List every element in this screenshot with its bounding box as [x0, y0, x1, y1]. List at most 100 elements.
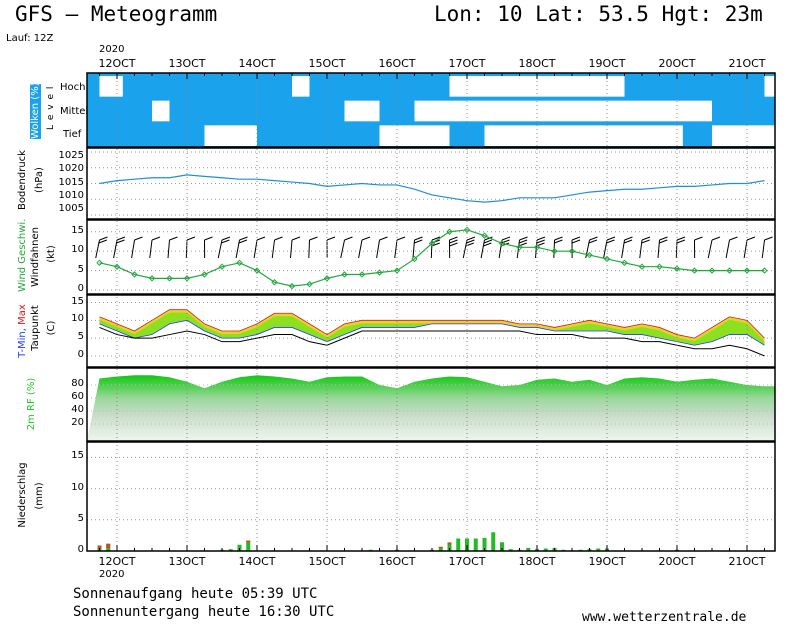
- precip-bar: [438, 547, 443, 551]
- tmin-line: [99, 319, 765, 346]
- source-credit: www.wetterzentrale.de: [582, 610, 747, 625]
- wind-barb-flag: [518, 239, 528, 244]
- top-date-label: 17OCT: [448, 57, 486, 70]
- precip-tick: 0: [77, 544, 84, 555]
- wind-speed-point: [201, 271, 208, 278]
- wind-barb-flag: [466, 236, 476, 241]
- precip-shower-bar: [97, 545, 102, 549]
- precip-bar: [482, 537, 487, 551]
- wind-barb-label: Windfahnen: [30, 227, 41, 287]
- wind-speed-point: [586, 251, 593, 259]
- top-date-label: 20OCT: [658, 57, 696, 70]
- tmin-label: T-Min,: [17, 328, 28, 358]
- wind-barb-flag: [483, 239, 493, 244]
- cloud-gap: [152, 100, 170, 122]
- bottom-date-label: 17OCT: [448, 555, 486, 568]
- wind-barb-flag: [571, 239, 581, 244]
- wind-barb-flag: [659, 239, 668, 244]
- wind-barb-flag: [484, 236, 493, 241]
- bottom-date-label: 18OCT: [518, 555, 556, 568]
- precip-bar: [447, 542, 452, 551]
- precip-bar: [237, 544, 242, 551]
- wind-barb-flag: [746, 236, 756, 241]
- wind-barb-flag: [151, 236, 161, 241]
- wind-barb-flag: [641, 239, 650, 244]
- wind-barb-flag: [431, 236, 441, 241]
- cloud-level-high: Hoch: [60, 82, 86, 93]
- wind-barb-flag: [466, 239, 475, 244]
- wind-barb-flag: [98, 239, 108, 244]
- precip-tick: 15: [71, 450, 84, 462]
- wind-barb-flag: [659, 236, 668, 241]
- precip-shower-bar: [246, 540, 251, 543]
- wind-speed-point: [726, 267, 733, 274]
- wind-barb: [149, 239, 153, 259]
- wind-speed-point: [708, 267, 716, 274]
- temp-grid: [87, 302, 775, 357]
- wind-barb: [340, 239, 345, 259]
- wind-barb-flag: [291, 236, 301, 241]
- wind-barb-flag: [256, 236, 266, 241]
- wind-barb-flag: [554, 239, 563, 244]
- wind-speed-point: [113, 263, 121, 270]
- wind-barb-flag: [414, 236, 423, 241]
- wind-speed-point: [393, 267, 401, 274]
- precip-shower-bar: [106, 543, 111, 549]
- cloud-gap: [204, 125, 257, 146]
- wind-barb: [376, 239, 380, 259]
- pressure-unit: (hPa): [34, 167, 45, 193]
- wind-barb-flag: [711, 236, 721, 241]
- wind-barb-flag: [186, 236, 196, 241]
- top-date-label: 16OCT: [378, 57, 416, 70]
- precip-shower-bar: [447, 542, 452, 545]
- wind-speed-point: [568, 247, 576, 255]
- wind-barb: [743, 239, 748, 259]
- cloud-gap: [712, 125, 775, 146]
- run-label: Lauf: 12Z: [6, 33, 54, 44]
- clouds-level-label: L e v e l: [46, 85, 56, 130]
- dewpoint-line: [99, 326, 765, 357]
- precip-bar: [596, 548, 601, 551]
- wind-speed-point: [96, 259, 103, 267]
- wind-barb: [131, 239, 135, 259]
- tmax-line: [99, 309, 765, 339]
- wind-barb-flag: [239, 236, 248, 241]
- wind-speed-point: [166, 275, 173, 282]
- wind-barb-flag: [501, 236, 511, 241]
- year-label-top: 2020: [99, 44, 125, 55]
- wind-barb-flag: [571, 236, 581, 241]
- wind-speed-point: [323, 275, 331, 282]
- clouds-panel: [87, 73, 775, 147]
- sunrise-text: Sonnenaufgang heute 05:39 UTC: [73, 586, 318, 602]
- wind-speed-point: [306, 280, 313, 288]
- wind-barb-flag: [729, 236, 738, 241]
- precip-bar: [491, 532, 496, 551]
- wind-speed-point: [183, 275, 191, 282]
- precip-tick: 5: [77, 512, 84, 524]
- wind-speed-label: Wind Geschwi.: [17, 218, 28, 292]
- precip-unit: (mm): [34, 482, 45, 510]
- wind-speed-point: [236, 259, 243, 267]
- wind-speed-point: [358, 271, 366, 278]
- sunset-text: Sonnenuntergang heute 16:30 UTC: [73, 604, 335, 620]
- wind-barb-flag: [623, 239, 633, 244]
- wind-barb-flag: [519, 236, 528, 241]
- wind-barb-flag: [536, 236, 546, 241]
- wind-barb-flag: [221, 236, 231, 241]
- cloud-level-mid: Mittel: [60, 106, 89, 117]
- pressure-label: Bodendruck: [17, 150, 28, 210]
- wind-barb-flag: [676, 236, 686, 241]
- wind-barb-flag: [274, 236, 283, 241]
- tmax-label: Max: [17, 304, 28, 325]
- cloud-gap: [764, 76, 775, 97]
- cloud-level-low: Tief: [63, 129, 82, 140]
- wind-speed-point: [446, 228, 453, 235]
- wind-speed-point: [761, 267, 768, 274]
- temp-tick: 10: [71, 313, 84, 325]
- top-date-label: 13OCT: [168, 57, 206, 70]
- wind-barb-flag: [624, 236, 633, 241]
- wind-speed-point: [148, 275, 156, 282]
- bottom-date-label: 13OCT: [168, 555, 206, 568]
- wind-barb-flag: [116, 236, 126, 241]
- temp-warm-cap: [99, 309, 765, 342]
